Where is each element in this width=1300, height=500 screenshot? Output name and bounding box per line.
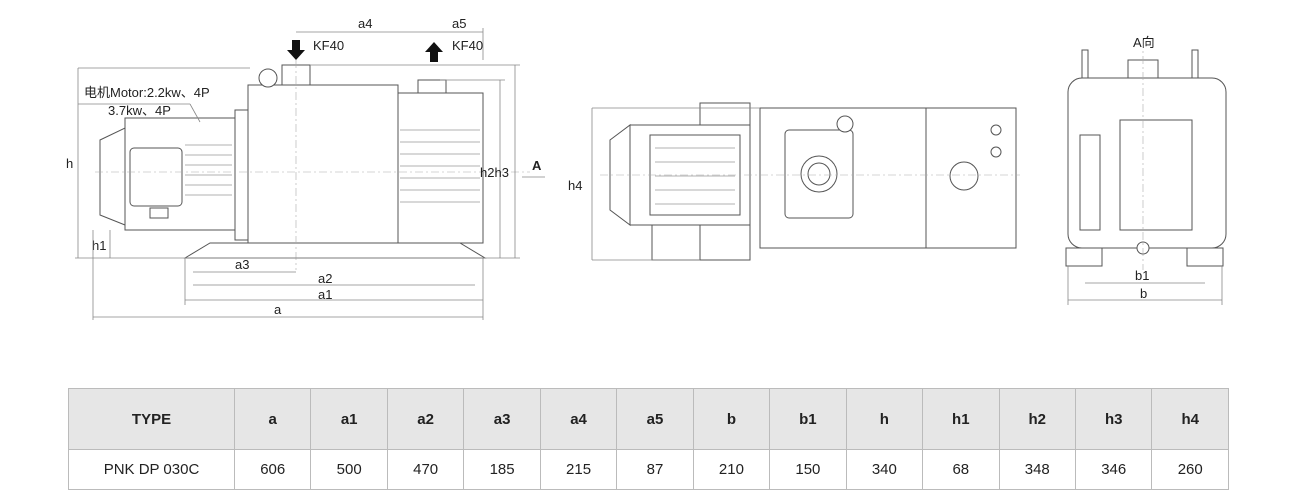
table-cell: PNK DP 030C — [68, 449, 235, 490]
column-header: a3 — [463, 388, 541, 450]
column-header: h4 — [1151, 388, 1229, 450]
end-view-title: A向 — [1133, 35, 1155, 50]
dim-a3: a3 — [235, 257, 249, 272]
column-header: h2 — [998, 388, 1076, 450]
motor-spec-line1: 电机Motor:2.2kw、4P — [84, 85, 210, 100]
column-header: h1 — [922, 388, 1000, 450]
dimension-drawing: KF40 KF40 电机Motor:2.2kw、4P 3.7kw、4P a4 a… — [66, 16, 1227, 320]
column-header: a4 — [539, 388, 618, 450]
column-header: a1 — [310, 388, 388, 450]
column-header: a5 — [616, 388, 694, 450]
dim-a4: a4 — [358, 16, 372, 31]
dim-a1: a1 — [318, 287, 332, 302]
table-cell: 470 — [386, 449, 465, 490]
dim-h1: h1 — [92, 238, 106, 253]
dim-h4: h4 — [568, 178, 582, 193]
column-header: h3 — [1074, 388, 1153, 450]
table-header-row: TYPE a a1 a2 a3 a4 a5 b b1 h h1 h2 h3 h4 — [68, 388, 1229, 450]
table-cell: 500 — [310, 449, 388, 490]
table-cell: 260 — [1151, 449, 1229, 490]
outlet-label: KF40 — [452, 38, 483, 53]
table-cell: 346 — [1074, 449, 1153, 490]
end-view: A向 b1 b — [1065, 35, 1227, 305]
column-header: a2 — [386, 388, 465, 450]
column-header: h — [845, 388, 924, 450]
table-cell: 215 — [539, 449, 618, 490]
inlet-arrow-icon — [287, 40, 305, 60]
column-header: b1 — [769, 388, 847, 450]
table-cell: 68 — [922, 449, 1000, 490]
column-header: a — [233, 388, 312, 450]
table-cell: 185 — [463, 449, 541, 490]
table-row: PNK DP 030C 606 500 470 185 215 87 210 150 340 68 3… — [68, 449, 1229, 490]
dim-h2h3: h2h3 — [480, 165, 509, 180]
outlet-arrow-icon — [425, 42, 443, 62]
dimension-table: TYPE a a1 a2 a3 a4 a5 b b1 h h1 h2 h3 h4 PNK DP 030C 6… — [68, 388, 1229, 490]
column-header: TYPE — [68, 388, 235, 450]
table-cell: 340 — [845, 449, 924, 490]
dim-b: b — [1140, 286, 1147, 301]
table-cell: 348 — [998, 449, 1076, 490]
motor-spec-line2: 3.7kw、4P — [108, 103, 171, 118]
column-header: b — [692, 388, 771, 450]
inlet-label: KF40 — [313, 38, 344, 53]
dim-h: h — [66, 156, 73, 171]
dim-a5: a5 — [452, 16, 466, 31]
dim-a2: a2 — [318, 271, 332, 286]
table-cell: 606 — [233, 449, 312, 490]
dim-b1: b1 — [1135, 268, 1149, 283]
view-arrow-label: A — [532, 158, 542, 173]
table-cell: 150 — [769, 449, 847, 490]
side-view: KF40 KF40 电机Motor:2.2kw、4P 3.7kw、4P a4 a… — [66, 16, 545, 320]
table-cell: 210 — [692, 449, 771, 490]
table-cell: 87 — [616, 449, 694, 490]
top-view: h4 — [568, 102, 1020, 261]
dim-a: a — [274, 302, 282, 317]
